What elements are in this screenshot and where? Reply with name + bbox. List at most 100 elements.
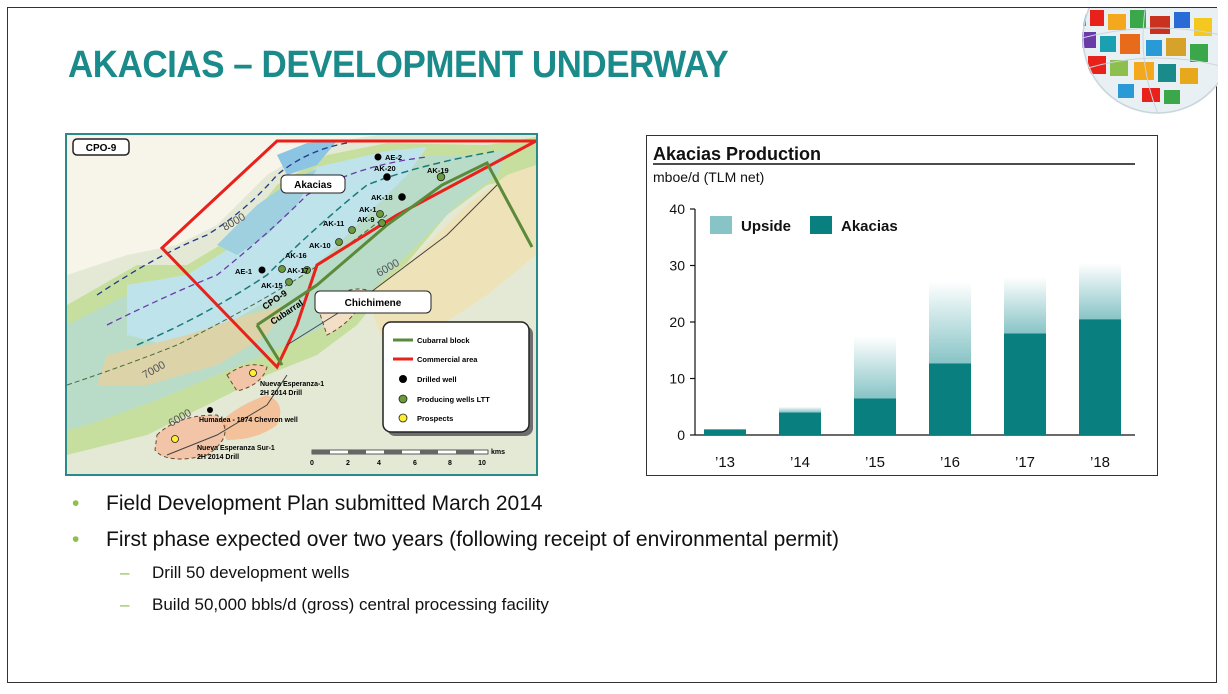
- svg-text:AK-9: AK-9: [357, 215, 375, 224]
- bullet-item: • First phase expected over two years (f…: [72, 526, 1172, 562]
- bullet-text: Field Development Plan submitted March 2…: [106, 492, 543, 515]
- legend-label: Commercial area: [417, 355, 478, 364]
- y-tick-label: 40: [669, 201, 685, 217]
- svg-text:AE-2: AE-2: [385, 153, 402, 162]
- legend-swatch-akacias: [810, 216, 832, 234]
- contour-label: 6000: [167, 407, 194, 430]
- prospect-marker: Humadea - 1974 Chevron well: [199, 407, 298, 424]
- x-tick-label: ’16: [940, 454, 960, 471]
- chart-subtitle: mboe/d (TLM net): [653, 169, 764, 185]
- svg-text:2: 2: [346, 460, 350, 467]
- legend-label: Cubarral block: [417, 336, 470, 345]
- prospect-marker: Nueva Esperanza-1 2H 2014 Drill: [249, 369, 324, 397]
- x-tick-label: ’13: [715, 454, 735, 471]
- chichimene-field-label-box: [314, 290, 432, 314]
- well-marker: AK-11: [323, 219, 356, 234]
- x-tick-label: ’17: [1015, 454, 1035, 471]
- map-panel: CPO-9 Akacias Chichimene Cubarral CPO-9 …: [65, 133, 538, 476]
- chichimene-field-label: Chichimene: [345, 298, 402, 309]
- akacias-field-label: Akacias: [294, 180, 332, 191]
- svg-text:AK-20: AK-20: [374, 164, 396, 173]
- well-marker: AK-20: [374, 164, 396, 181]
- svg-text:0: 0: [310, 460, 314, 467]
- bar-upside: [1004, 276, 1046, 334]
- legend-label: Drilled well: [417, 375, 457, 384]
- bar-akacias: [854, 398, 896, 435]
- legend-label: Prospects: [417, 414, 453, 423]
- bar-akacias: [1004, 333, 1046, 435]
- well-marker: AE-2: [374, 153, 402, 162]
- bar-akacias: [929, 363, 971, 435]
- sub-bullet-text: Drill 50 development wells: [152, 563, 350, 582]
- legend-label-akacias: Akacias: [841, 218, 898, 235]
- y-tick-label: 30: [669, 258, 685, 274]
- svg-text:Nueva Esperanza Sur-1: Nueva Esperanza Sur-1: [197, 445, 275, 452]
- svg-text:AK-10: AK-10: [309, 241, 331, 250]
- x-tick-label: ’18: [1090, 454, 1110, 471]
- x-tick-label: ’14: [790, 454, 810, 471]
- sub-bullet-dash-icon: –: [120, 595, 130, 614]
- map-legend: Cubarral block Commercial area Drilled w…: [382, 321, 533, 436]
- bullet-list: • Field Development Plan submitted March…: [72, 490, 1172, 626]
- map-block-label: CPO-9: [86, 143, 117, 154]
- well-marker: AK-18: [371, 193, 406, 202]
- akacias-field-label-box: [280, 174, 346, 194]
- bar-upside: [779, 406, 821, 413]
- well-marker: AE-1: [235, 266, 266, 276]
- production-chart-panel: Akacias Production mboe/d (TLM net) Upsi…: [646, 135, 1158, 476]
- svg-text:10: 10: [478, 460, 486, 467]
- well-marker: AK-19: [427, 166, 449, 182]
- svg-text:AK-1: AK-1: [359, 205, 377, 214]
- bar-akacias: [779, 412, 821, 435]
- y-tick-label: 10: [669, 371, 685, 387]
- svg-text:AK-17: AK-17: [287, 266, 309, 275]
- well-marker: AK-17: [287, 266, 311, 275]
- globe-logo-icon: [1082, 8, 1218, 114]
- svg-text:AK-19: AK-19: [427, 166, 449, 175]
- svg-text:kms: kms: [491, 449, 505, 456]
- bullet-item: • Field Development Plan submitted March…: [72, 490, 1172, 526]
- contour-label: 8000: [221, 211, 248, 234]
- svg-text:AK-11: AK-11: [323, 219, 344, 228]
- x-labels-group: ’13 ’14 ’15 ’16 ’17 ’18: [715, 454, 1110, 471]
- y-axis: 0 10 20 30 40: [669, 201, 1135, 443]
- svg-text:AK-18: AK-18: [371, 193, 393, 202]
- legend-label: Producing wells LTT: [417, 395, 490, 404]
- svg-text:2H 2014 Drill: 2H 2014 Drill: [260, 390, 302, 397]
- svg-text:AK-15: AK-15: [261, 281, 283, 290]
- svg-text:AK-16: AK-16: [285, 251, 307, 260]
- well-marker: AK-1: [359, 205, 384, 218]
- bar-upside: [929, 281, 971, 364]
- svg-text:2H 2014 Drill: 2H 2014 Drill: [197, 454, 239, 461]
- production-chart: Akacias Production mboe/d (TLM net) Upsi…: [653, 144, 1135, 471]
- chart-title: Akacias Production: [653, 144, 821, 164]
- svg-text:8: 8: [448, 460, 452, 467]
- legend-label-upside: Upside: [741, 218, 791, 235]
- bar-akacias: [1079, 319, 1121, 435]
- svg-text:6: 6: [413, 460, 417, 467]
- bar-akacias: [704, 429, 746, 435]
- y-tick-label: 0: [677, 427, 685, 443]
- legend-swatch-upside: [710, 216, 732, 234]
- svg-text:AE-1: AE-1: [235, 267, 252, 276]
- bars-group: [704, 262, 1121, 435]
- svg-text:Nueva Esperanza-1: Nueva Esperanza-1: [260, 381, 324, 388]
- bar-upside: [854, 336, 896, 399]
- well-marker: AK-10: [309, 238, 343, 250]
- sub-bullet-dash-icon: –: [120, 563, 130, 582]
- svg-text:4: 4: [377, 460, 381, 467]
- bullet-text: First phase expected over two years (fol…: [106, 528, 839, 551]
- prospect-marker: Nueva Esperanza Sur-1 2H 2014 Drill: [171, 435, 275, 461]
- sub-bullet-text: Build 50,000 bbls/d (gross) central proc…: [152, 595, 549, 614]
- x-tick-label: ’15: [865, 454, 885, 471]
- sub-bullet-item: – Build 50,000 bbls/d (gross) central pr…: [72, 594, 1172, 626]
- bar-upside: [1079, 262, 1121, 320]
- slide-title: AKACIAS – DEVELOPMENT UNDERWAY: [68, 44, 729, 86]
- map-block-label-box: [72, 138, 130, 156]
- sub-bullet-item: – Drill 50 development wells: [72, 562, 1172, 594]
- map-overlay: CPO-9 Akacias Chichimene Cubarral CPO-9 …: [72, 138, 533, 467]
- bullet-dot-icon: •: [72, 528, 80, 551]
- well-marker: AK-16: [278, 251, 307, 273]
- bullet-dot-icon: •: [72, 492, 80, 515]
- contour-label: 7000: [141, 359, 168, 382]
